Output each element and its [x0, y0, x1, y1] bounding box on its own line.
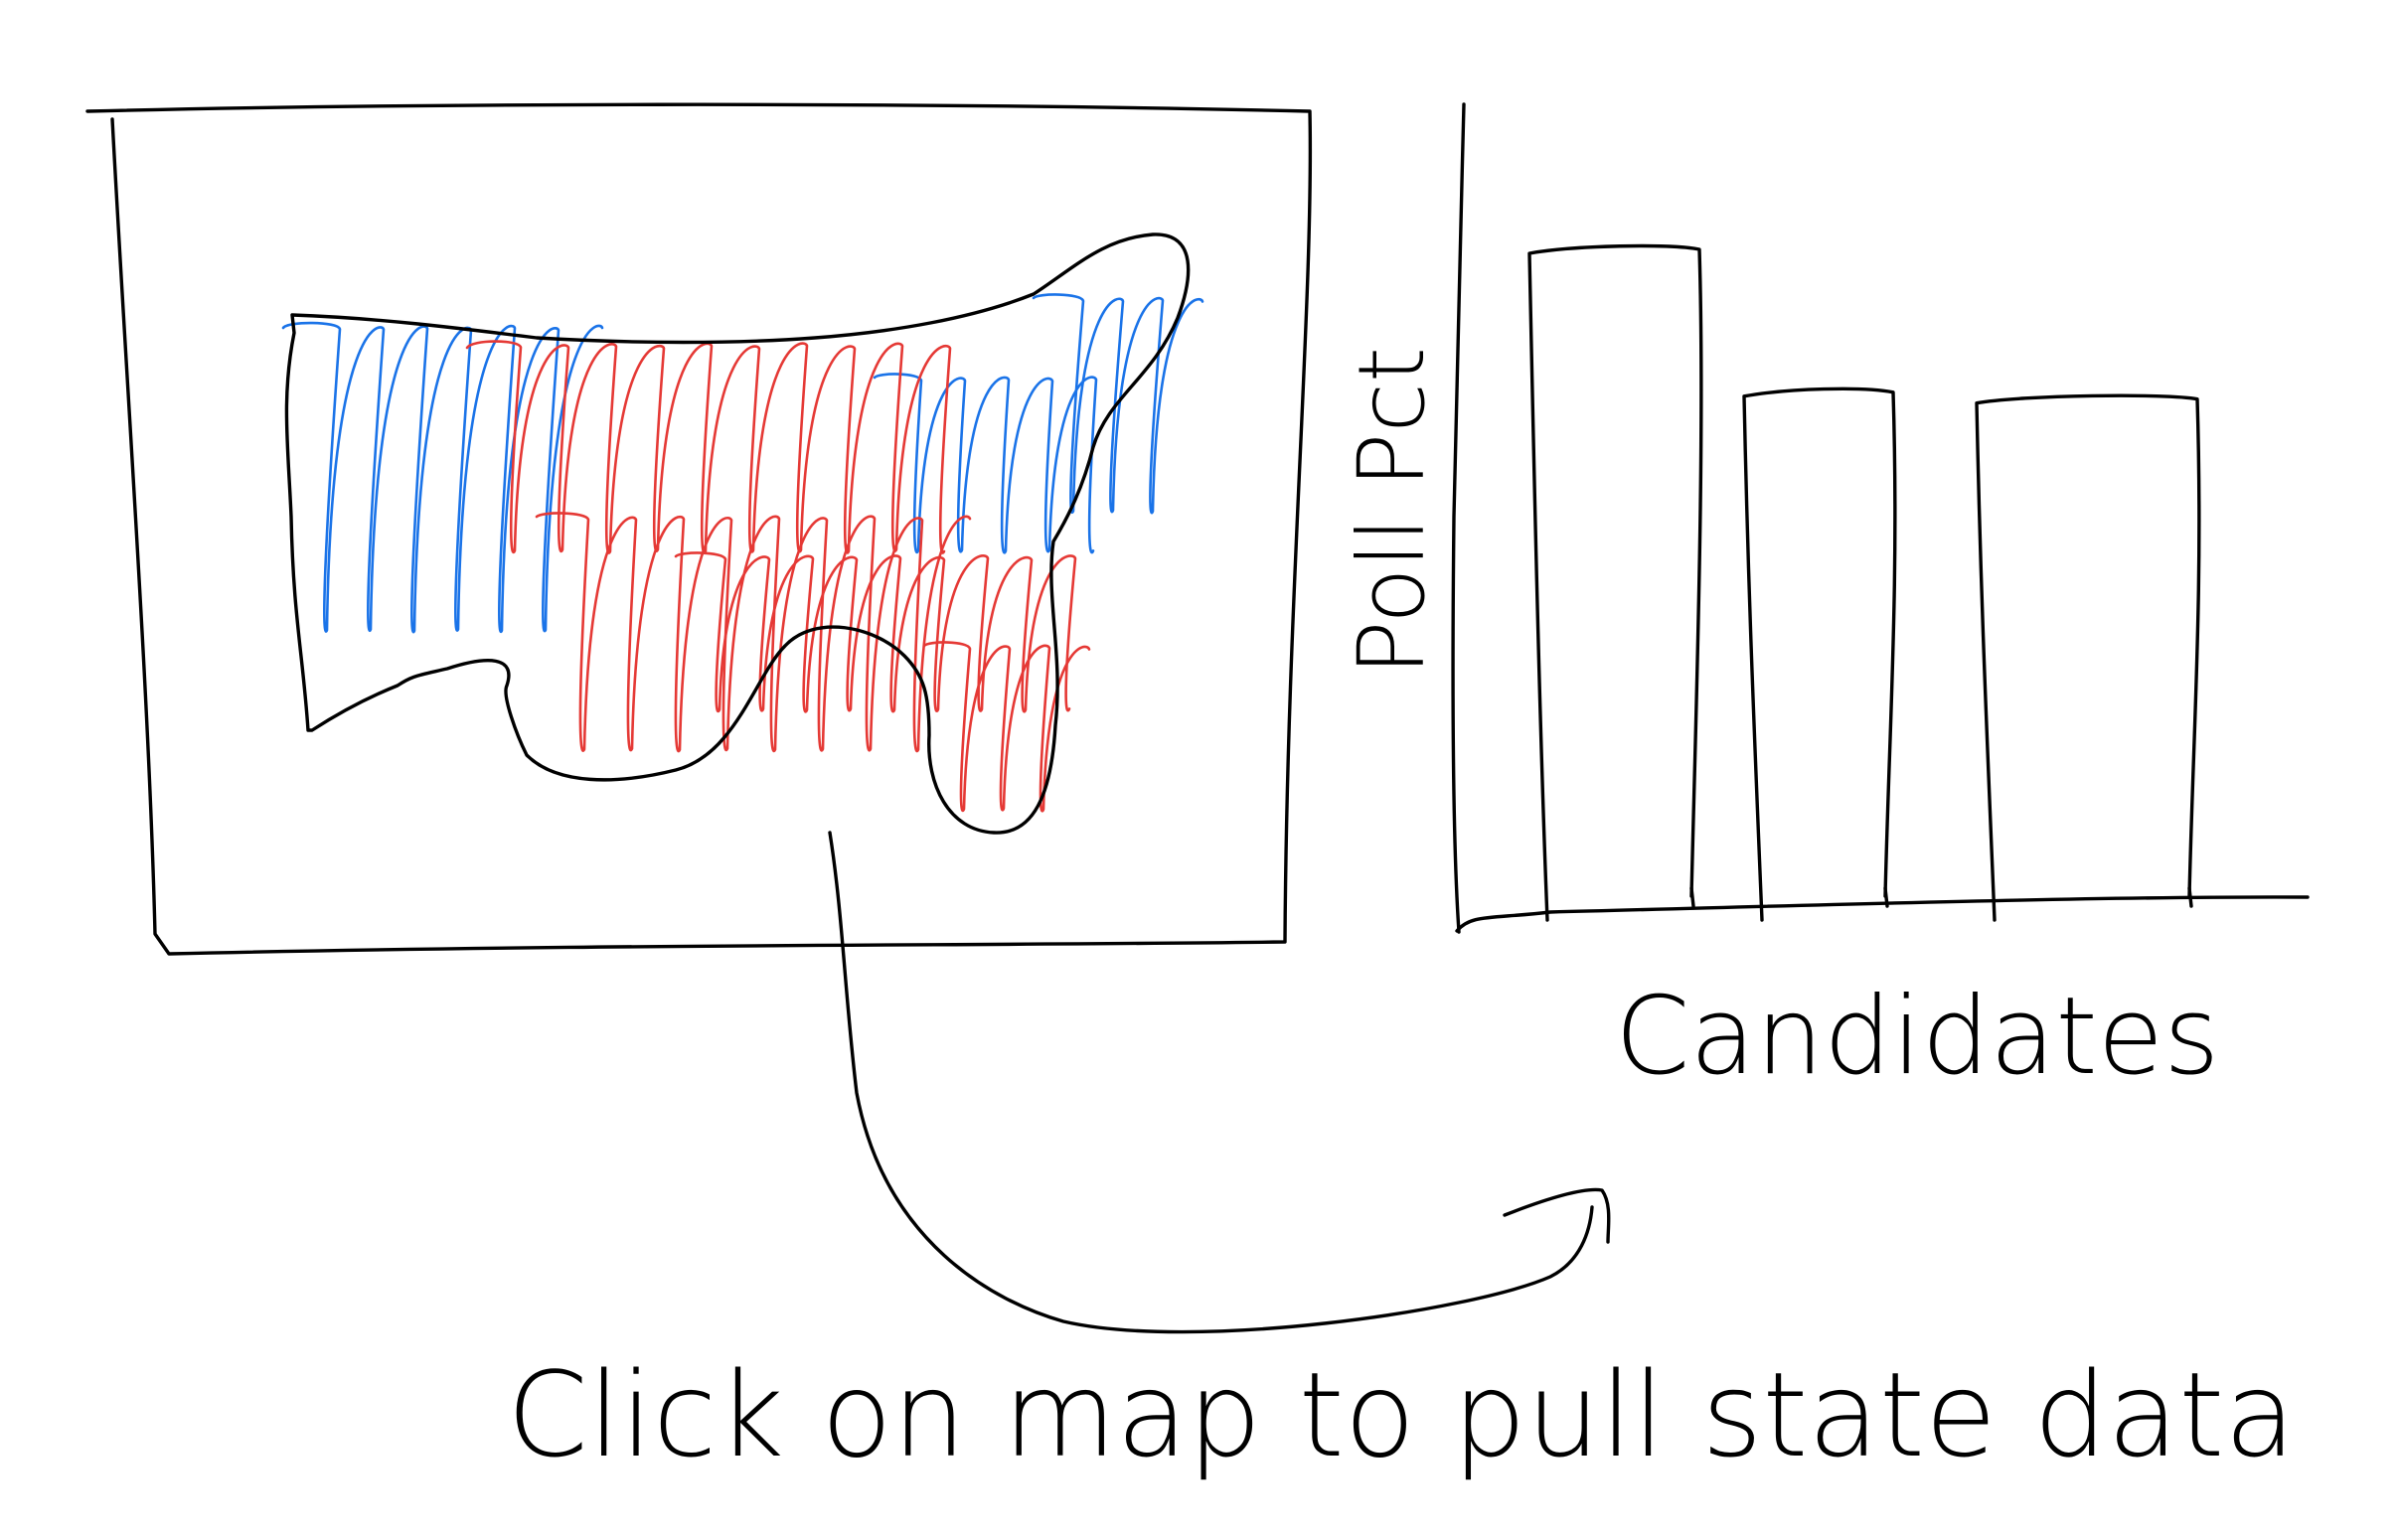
poll-bar-chart: Poll Pct Candidates	[1339, 102, 2310, 1099]
map-panel-frame	[85, 102, 1313, 956]
bar-baseline-tick	[2187, 886, 2193, 908]
state-fill-democrat-northeast	[1032, 293, 1204, 515]
x-axis-label: Candidates	[1615, 975, 2219, 1099]
arrow-curve	[828, 831, 1594, 1334]
state-fill-republican-florida	[922, 641, 1091, 813]
state-fill-democrat-west	[281, 321, 604, 634]
flow-arrow	[828, 831, 1611, 1334]
us-map[interactable]	[281, 232, 1204, 835]
state-fill-republican-southeast	[674, 551, 1077, 713]
state-fill-democrat-great-lakes	[873, 373, 1098, 554]
bars-group	[1527, 243, 2201, 922]
y-axis-label: Poll Pct	[1339, 347, 1445, 676]
state-fill-republican-plains	[465, 340, 952, 554]
bar-baseline-tick	[1883, 886, 1889, 908]
y-axis	[1451, 102, 1466, 934]
bar-candidate-1	[1527, 243, 1703, 922]
us-map-outline	[284, 232, 1191, 835]
bar-baseline-tick	[1689, 886, 1695, 908]
map-panel[interactable]	[85, 102, 1313, 956]
state-fill-republican-south	[535, 512, 972, 753]
bar-candidate-2	[1742, 386, 1897, 922]
arrow-head-icon	[1503, 1187, 1611, 1244]
caption: Click on map to pull state data	[507, 1346, 2296, 1483]
bar-candidate-3	[1975, 393, 2201, 922]
x-axis	[1455, 895, 2310, 933]
